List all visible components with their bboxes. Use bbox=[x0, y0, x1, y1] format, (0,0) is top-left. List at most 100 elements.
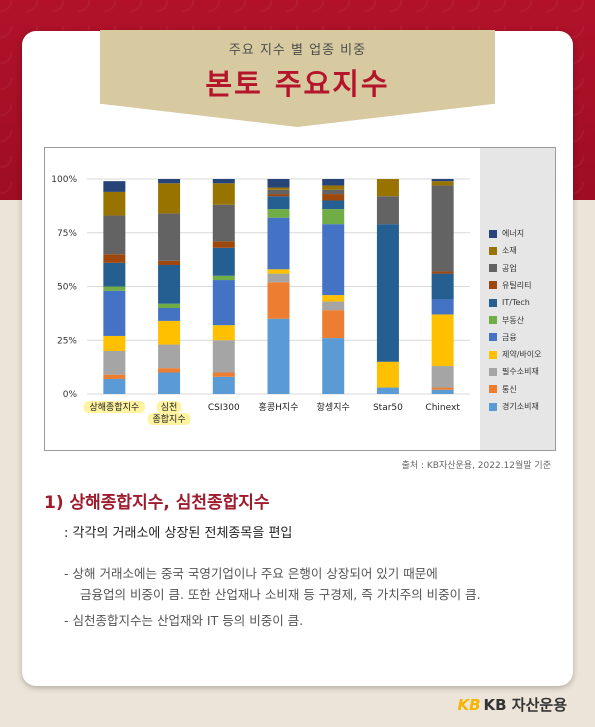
bar-segment bbox=[267, 187, 290, 190]
bar-segment bbox=[158, 320, 181, 345]
legend-swatch bbox=[489, 385, 497, 394]
bar-segment bbox=[103, 254, 126, 263]
category-highlight bbox=[83, 401, 145, 413]
bar-segment bbox=[322, 185, 345, 190]
bar-segment bbox=[103, 378, 126, 394]
legend-item: 에너지 bbox=[489, 223, 525, 238]
legend-label: 에너지 bbox=[502, 229, 525, 238]
bar-segment bbox=[322, 295, 345, 302]
bar-segment bbox=[103, 191, 126, 216]
logo-text: KB 자산운용 bbox=[483, 696, 567, 714]
bar-segment bbox=[103, 181, 126, 192]
bar-segment bbox=[158, 372, 181, 394]
legend-item: 필수소비재 bbox=[489, 361, 539, 377]
bar-segment bbox=[212, 204, 235, 242]
source-note: 출처 : KB자산운용, 2022.12월말 기준 bbox=[401, 461, 551, 471]
kb-logo-icon: KB bbox=[457, 696, 481, 714]
bar-segment bbox=[322, 338, 345, 394]
bar-segment bbox=[158, 344, 181, 369]
title-banner: 주요 지수 별 업종 비중 본토 주요지수 bbox=[100, 30, 495, 127]
bar-segment bbox=[212, 280, 235, 326]
bar-segment bbox=[212, 247, 235, 276]
legend-item: 공업 bbox=[489, 258, 517, 273]
bullet-text-2: 금융업의 비중이 큼. 또한 산업재나 소비재 등 구경제, 즉 가치주의 비중… bbox=[80, 587, 481, 602]
legend-swatch bbox=[489, 246, 497, 255]
bar-segment bbox=[431, 181, 454, 186]
bar-segment bbox=[267, 194, 290, 197]
legend-label: 소재 bbox=[502, 246, 517, 256]
bar-segment bbox=[158, 213, 181, 261]
x-tick-label: Star50 bbox=[373, 403, 403, 413]
legend-item: 소재 bbox=[489, 240, 517, 256]
bar-segment bbox=[212, 241, 235, 248]
legend-swatch bbox=[489, 316, 497, 324]
bullet-text-3: - 심천종합지수는 산업재와 IT 등의 비중이 큼. bbox=[64, 613, 304, 628]
bar-segment bbox=[431, 314, 454, 367]
bar-segment bbox=[431, 273, 454, 300]
legend-swatch bbox=[489, 298, 497, 307]
bar-segment bbox=[103, 215, 126, 255]
bar-segment bbox=[212, 325, 235, 341]
bullet-text-1: - 상해 거래소에는 중국 국영기업이나 주요 은행이 상장되어 있기 때문에 bbox=[64, 566, 438, 581]
category-highlight bbox=[147, 413, 191, 425]
bar-segment bbox=[322, 179, 345, 186]
section-title: 1) 상해종합지수, 심천종합지수 bbox=[44, 493, 270, 513]
bar-segment bbox=[103, 290, 126, 336]
bar-segment bbox=[212, 275, 235, 281]
bar-segment bbox=[158, 265, 181, 304]
bar-segment bbox=[431, 389, 454, 394]
bar-segment bbox=[431, 366, 454, 388]
legend-item: 제약/바이오 bbox=[489, 344, 542, 359]
legend-swatch bbox=[489, 402, 497, 411]
x-tick-label: 항셍지수 bbox=[317, 402, 350, 413]
legend-label: 필수소비재 bbox=[502, 367, 539, 377]
bar-segment bbox=[103, 351, 126, 375]
bar-segment bbox=[103, 286, 126, 291]
bar-segment bbox=[267, 196, 290, 210]
bar-segment bbox=[431, 387, 454, 390]
legend-swatch bbox=[489, 333, 497, 342]
bar-segment bbox=[158, 260, 181, 265]
bar-segment bbox=[322, 200, 345, 210]
legend-item: 금융 bbox=[489, 327, 517, 342]
legend-item: IT/Tech bbox=[489, 292, 530, 307]
bar-segment bbox=[376, 224, 399, 362]
banner-title: 본토 주요지수 bbox=[205, 67, 390, 101]
legend-swatch bbox=[489, 367, 497, 376]
bar-segment bbox=[103, 374, 126, 379]
bar-segment bbox=[212, 372, 235, 377]
legend-label: 경기소비재 bbox=[502, 402, 539, 411]
bar-segment bbox=[212, 376, 235, 394]
y-tick-label: 0% bbox=[63, 390, 78, 400]
x-tick-label: CSI300 bbox=[208, 403, 240, 413]
bar-segment bbox=[431, 185, 454, 272]
legend-swatch bbox=[489, 350, 497, 359]
bar-segment bbox=[267, 189, 290, 195]
bar-segment bbox=[267, 282, 290, 319]
bar-segment bbox=[267, 217, 290, 270]
y-tick-label: 25% bbox=[57, 336, 77, 346]
legend-label: 부동산 bbox=[502, 315, 525, 325]
bar-segment bbox=[376, 179, 399, 197]
y-tick-label: 50% bbox=[57, 283, 77, 293]
x-tick-label: 상해종합지수 bbox=[90, 402, 140, 413]
legend-item: 부동산 bbox=[489, 310, 525, 325]
legend-swatch bbox=[489, 281, 497, 290]
bar-segment bbox=[267, 273, 290, 283]
legend-item: 유틸리티 bbox=[489, 275, 531, 290]
bar-segment bbox=[158, 179, 181, 184]
section-subtitle: : 각각의 거래소에 상장된 전체종목을 편입 bbox=[64, 526, 293, 541]
bar-segment bbox=[158, 368, 181, 373]
bar-segment bbox=[267, 318, 290, 394]
y-tick-label: 75% bbox=[57, 229, 77, 239]
x-tick-label: Chinext bbox=[425, 403, 460, 413]
bar-segment bbox=[322, 224, 345, 296]
bar-segment bbox=[103, 335, 126, 351]
legend-swatch bbox=[489, 229, 497, 238]
bar-segment bbox=[376, 196, 399, 225]
legend-item: 통신 bbox=[489, 379, 517, 394]
bar-segment bbox=[267, 209, 290, 218]
legend-label: 공업 bbox=[502, 263, 517, 273]
bar-segment bbox=[376, 361, 399, 388]
